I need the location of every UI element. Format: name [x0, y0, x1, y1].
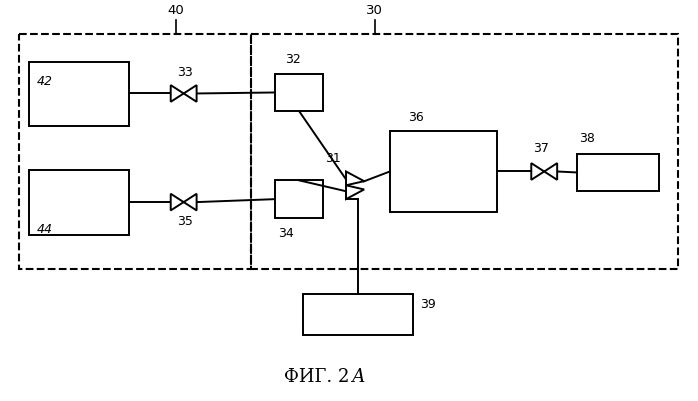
Text: 35: 35: [177, 215, 193, 227]
Text: А: А: [351, 367, 364, 385]
Text: 32: 32: [285, 53, 301, 66]
Text: 40: 40: [168, 4, 184, 17]
Bar: [251, 35, 678, 269]
Text: 33: 33: [177, 65, 193, 79]
Text: 34: 34: [279, 226, 294, 239]
Polygon shape: [346, 186, 364, 200]
Polygon shape: [184, 86, 197, 103]
Polygon shape: [544, 164, 557, 180]
Polygon shape: [171, 194, 184, 211]
Text: 30: 30: [366, 4, 383, 17]
Bar: [275, 181, 323, 219]
Bar: [29, 171, 129, 235]
Bar: [275, 75, 323, 112]
Text: ФИГ. 2: ФИГ. 2: [283, 367, 349, 385]
Polygon shape: [346, 172, 364, 186]
Bar: [29, 63, 129, 127]
Text: 31: 31: [325, 151, 341, 164]
Polygon shape: [171, 86, 184, 103]
Text: 42: 42: [37, 75, 53, 87]
Text: 44: 44: [37, 222, 53, 235]
Polygon shape: [531, 164, 544, 180]
Polygon shape: [184, 194, 197, 211]
Text: 38: 38: [579, 132, 595, 144]
Bar: [20, 35, 251, 269]
Text: 37: 37: [533, 142, 549, 154]
Bar: [303, 294, 413, 336]
Bar: [577, 154, 659, 192]
Bar: [390, 132, 498, 213]
Text: 39: 39: [419, 297, 436, 310]
Text: 36: 36: [408, 111, 424, 124]
